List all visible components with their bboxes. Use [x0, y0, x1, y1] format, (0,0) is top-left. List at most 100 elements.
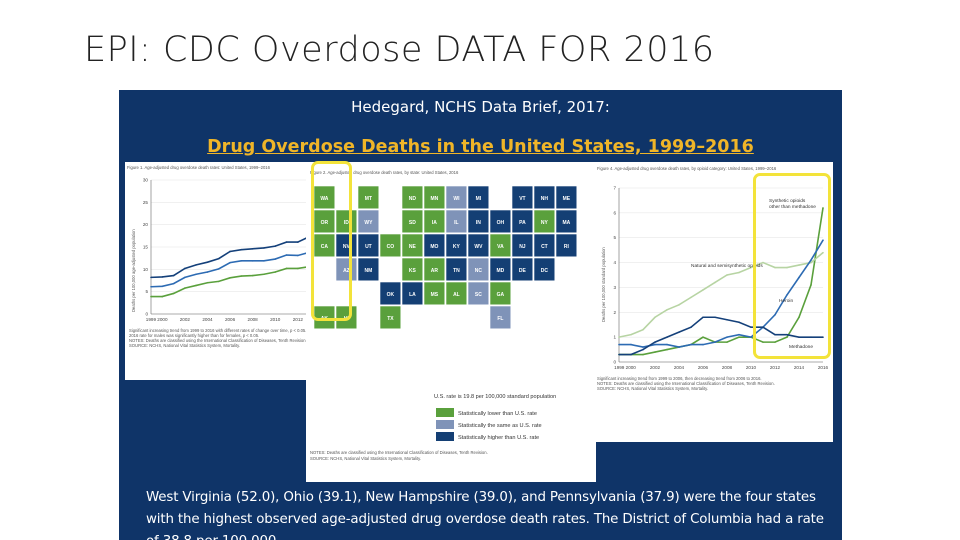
series-line-2: [619, 239, 824, 348]
y-tick-label: 4: [613, 260, 616, 265]
data-point: [184, 276, 186, 279]
data-point: [229, 277, 231, 279]
data-point: [822, 239, 824, 241]
x-tick-label: 1999 2000: [146, 317, 168, 322]
data-point: [195, 264, 197, 266]
data-point: [217, 257, 220, 260]
series-label: Synthetic opioids: [769, 198, 806, 204]
data-point: [786, 294, 788, 296]
state-wi: [445, 185, 468, 210]
data-point: [678, 304, 680, 306]
y-tick-label: 5: [145, 289, 148, 294]
data-point: [184, 287, 186, 289]
state-label: OK: [387, 292, 395, 298]
data-point: [666, 336, 668, 338]
figure-note: 2016 rate for males was significantly hi…: [129, 333, 259, 338]
legend-label: Statistically higher than U.S. rate: [458, 435, 539, 441]
y-tick-label: 15: [143, 245, 149, 250]
state-label: ID: [344, 220, 349, 226]
x-tick-label: 2004: [202, 317, 213, 322]
data-point: [161, 295, 164, 298]
state-nd: [401, 185, 424, 210]
state-tx: [379, 305, 402, 330]
state-label: OH: [497, 220, 505, 226]
x-tick-label: 1999 2000: [614, 365, 636, 370]
data-point: [726, 336, 728, 338]
x-tick-label: 2002: [180, 317, 191, 322]
state-mt: [357, 185, 380, 210]
state-label: SC: [475, 292, 482, 298]
data-point: [822, 336, 824, 338]
data-point: [738, 321, 740, 324]
x-tick-label: 2010: [746, 365, 757, 370]
data-point: [195, 273, 197, 276]
data-point: [285, 267, 288, 270]
data-point: [285, 241, 288, 243]
data-point: [774, 313, 776, 316]
legend-label: Statistically the same as U.S. rate: [458, 423, 542, 429]
figure-note: NOTES: Deaths are classified using the I…: [310, 450, 488, 455]
x-tick-label: 2004: [674, 365, 685, 370]
state-ut: [357, 233, 380, 258]
data-point: [195, 284, 197, 287]
y-tick-label: 30: [143, 178, 149, 183]
state-de: [511, 257, 534, 282]
figure-4-opioid-rates: Figure 4. Age-adjusted drug overdose dea…: [593, 162, 833, 442]
data-point: [217, 268, 220, 270]
data-point: [690, 343, 692, 346]
data-point: [618, 353, 620, 356]
data-point: [774, 266, 776, 269]
data-point: [642, 346, 644, 348]
state-label: MO: [430, 244, 438, 250]
x-tick-label: 2012: [293, 317, 304, 322]
data-point: [172, 292, 175, 295]
data-point: [150, 285, 152, 288]
state-ne: [401, 233, 424, 258]
figure-note: NOTES: Deaths are classified using the I…: [597, 381, 775, 386]
data-point: [798, 276, 800, 279]
state-wv: [467, 233, 490, 258]
data-point: [150, 276, 152, 279]
state-il: [445, 209, 468, 234]
map-reference-rate: U.S. rate is 19.8 per 100,000 standard p…: [434, 394, 556, 400]
data-point: [285, 254, 288, 256]
state-wy: [357, 209, 380, 234]
state-label: MD: [497, 268, 505, 274]
state-ky: [445, 233, 468, 258]
state-sc: [467, 281, 490, 306]
state-oh: [489, 209, 512, 234]
state-label: NM: [365, 268, 373, 274]
state-label: VT: [519, 196, 525, 202]
series-label: Natural and semisynthetic opioids: [691, 263, 763, 269]
state-label: GA: [497, 292, 505, 298]
data-point: [251, 274, 254, 277]
state-ia: [423, 209, 446, 234]
main-title: Drug Overdose Deaths in the United State…: [207, 137, 754, 157]
legend-swatch: [436, 408, 454, 417]
state-label: MT: [365, 196, 372, 202]
data-point: [714, 316, 716, 319]
data-point: [184, 267, 186, 270]
x-tick-label: 2014: [794, 365, 805, 370]
data-point: [714, 341, 716, 343]
state-ms: [423, 281, 446, 306]
y-tick-label: 2: [613, 310, 616, 315]
data-point: [654, 316, 656, 319]
x-tick-label: 2008: [248, 317, 259, 322]
data-point: [750, 266, 752, 269]
data-point: [726, 274, 728, 276]
series-label: Methadone: [789, 344, 813, 350]
data-point: [618, 343, 620, 346]
state-nm: [357, 257, 380, 282]
state-ny: [533, 209, 556, 234]
state-tn: [445, 257, 468, 282]
y-tick-label: 10: [143, 267, 149, 272]
data-point: [654, 351, 656, 353]
state-ks: [401, 257, 424, 282]
data-point: [810, 284, 812, 286]
figure-note: SOURCE: NCHS, National Vital Statistics …: [597, 386, 708, 391]
data-point: [150, 295, 152, 298]
state-dc: [533, 257, 556, 282]
data-point: [762, 341, 764, 343]
data-point: [630, 353, 632, 356]
